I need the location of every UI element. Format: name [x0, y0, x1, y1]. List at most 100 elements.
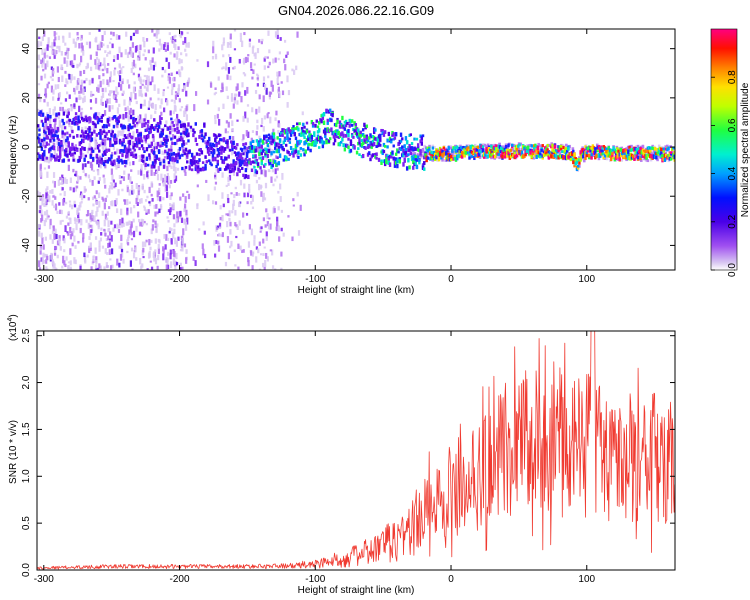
heatmap-cell — [220, 234, 223, 237]
heatmap-cell — [172, 234, 175, 239]
heatmap-cell — [298, 139, 301, 143]
heatmap-cell — [322, 112, 326, 117]
heatmap-cell — [235, 235, 238, 239]
heatmap-cell — [104, 164, 107, 169]
heatmap-cell — [354, 126, 358, 130]
heatmap-cell — [88, 246, 91, 254]
heatmap-cell — [498, 156, 501, 160]
heatmap-cell — [672, 146, 675, 150]
heatmap-cell — [147, 107, 150, 111]
heatmap-cell — [183, 85, 186, 89]
heatmap-cell — [39, 142, 42, 147]
heatmap-cell — [646, 159, 650, 163]
heatmap-cell — [463, 153, 466, 158]
heatmap-cell — [241, 82, 244, 88]
heatmap-cell — [94, 112, 97, 117]
heatmap-cell — [157, 97, 160, 101]
heatmap-cell — [222, 203, 225, 208]
heatmap-cell — [61, 75, 64, 82]
heatmap-cell — [478, 147, 482, 151]
spectrogram-xlabel: Height of straight line (km) — [298, 285, 415, 296]
heatmap-cell — [215, 240, 218, 244]
heatmap-cell — [375, 156, 378, 160]
heatmap-cell — [86, 63, 89, 68]
heatmap-cell — [459, 149, 463, 153]
heatmap-cell — [193, 104, 196, 112]
heatmap-cell — [288, 141, 292, 144]
heatmap-cell — [226, 130, 229, 134]
heatmap-cell — [420, 138, 424, 142]
heatmap-cell — [157, 247, 161, 255]
heatmap-cell — [133, 124, 136, 128]
heatmap-cell — [78, 94, 81, 101]
heatmap-cell — [170, 127, 173, 133]
heatmap-cell — [76, 148, 79, 152]
heatmap-cell — [299, 140, 303, 143]
heatmap-cell — [262, 82, 265, 87]
heatmap-cell — [108, 90, 112, 97]
heatmap-cell — [62, 122, 66, 125]
heatmap-cell — [37, 54, 41, 61]
heatmap-cell — [672, 149, 675, 153]
heatmap-cell — [572, 160, 575, 165]
heatmap-cell — [130, 169, 133, 172]
heatmap-cell — [50, 253, 53, 260]
heatmap-cell — [105, 195, 109, 198]
heatmap-cell — [562, 145, 565, 150]
heatmap-cell — [177, 152, 180, 157]
heatmap-cell — [138, 231, 142, 236]
heatmap-cell — [84, 130, 88, 135]
heatmap-cell — [535, 148, 538, 154]
heatmap-cell — [49, 114, 52, 119]
heatmap-cell — [348, 149, 351, 154]
heatmap-cell — [605, 150, 608, 154]
heatmap-cell — [157, 157, 161, 161]
heatmap-cell — [390, 155, 393, 159]
heatmap-cell — [475, 149, 478, 155]
heatmap-cell — [582, 157, 586, 161]
heatmap-cell — [161, 246, 165, 252]
heatmap-cell — [186, 153, 189, 158]
heatmap-cell — [64, 138, 67, 146]
heatmap-cell — [40, 154, 44, 158]
heatmap-cell — [82, 134, 85, 138]
heatmap-cell — [127, 140, 130, 145]
heatmap-cell — [63, 238, 66, 244]
heatmap-cell — [98, 131, 101, 135]
heatmap-cell — [230, 140, 233, 144]
heatmap-cell — [104, 184, 107, 189]
heatmap-cell — [381, 149, 384, 154]
heatmap-cell — [98, 155, 102, 163]
heatmap-cell — [40, 59, 43, 65]
heatmap-cell — [51, 189, 54, 194]
heatmap-cell — [416, 148, 420, 152]
heatmap-cell — [179, 210, 182, 217]
heatmap-cell — [497, 144, 500, 149]
heatmap-cell — [150, 266, 154, 270]
heatmap-cell — [85, 41, 89, 46]
heatmap-cell — [152, 219, 155, 223]
heatmap-cell — [517, 144, 520, 148]
heatmap-cell — [633, 147, 636, 152]
heatmap-cell — [230, 240, 233, 247]
heatmap-cell — [89, 243, 92, 249]
heatmap-cell — [47, 81, 50, 85]
heatmap-cell — [330, 118, 333, 122]
heatmap-cell — [111, 116, 114, 121]
colorbar-ticks: 0.00.20.40.60.8 — [711, 70, 738, 277]
heatmap-cell — [47, 156, 51, 164]
heatmap-cell — [154, 158, 157, 163]
heatmap-cell — [56, 66, 59, 73]
heatmap-cell — [38, 128, 41, 132]
heatmap-cell — [608, 151, 612, 156]
heatmap-cell — [43, 73, 47, 79]
heatmap-cell — [112, 227, 115, 232]
heatmap-cell — [126, 186, 129, 193]
heatmap-cell — [131, 42, 135, 48]
heatmap-cell — [104, 50, 107, 54]
heatmap-cell — [136, 195, 139, 200]
heatmap-cell — [404, 150, 408, 155]
heatmap-cell — [616, 147, 619, 150]
heatmap-cell — [467, 144, 470, 148]
heatmap-cell — [128, 51, 131, 55]
